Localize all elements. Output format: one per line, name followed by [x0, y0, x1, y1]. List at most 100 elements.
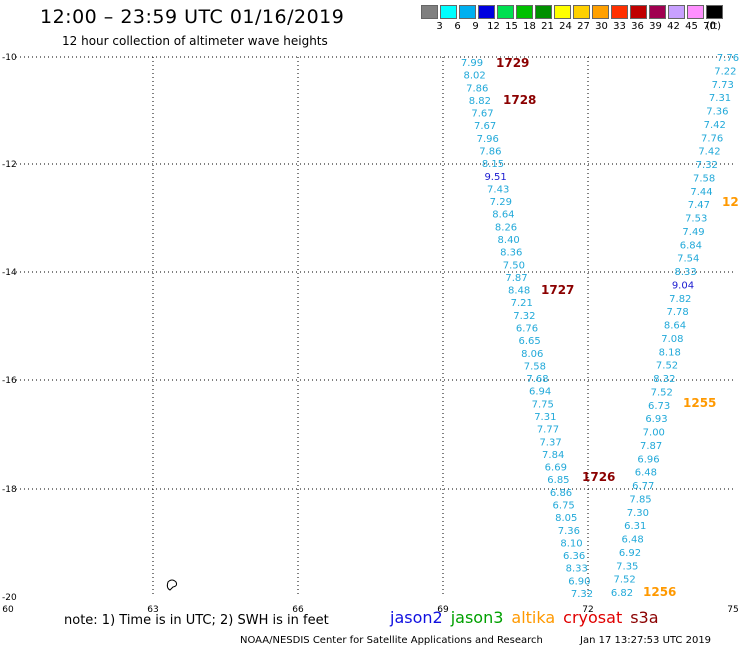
scale-label: 70 — [703, 21, 716, 32]
scale-swatch — [592, 5, 609, 19]
scale-swatch — [611, 5, 628, 19]
track-time-label: 1255 — [683, 396, 716, 410]
legend-item-s3a: s3a — [630, 608, 659, 627]
wave-height-value: 7.49 — [682, 227, 704, 238]
wave-height-value: 7.52 — [614, 575, 636, 586]
scale-swatch — [706, 5, 723, 19]
lat-label: -18 — [2, 485, 17, 495]
wave-height-value: 8.18 — [659, 347, 681, 358]
scale-label: 24 — [559, 21, 572, 32]
wave-height-value: 8.40 — [498, 235, 520, 246]
wave-height-value: 6.48 — [621, 535, 643, 546]
track-time-label: 1728 — [503, 93, 536, 107]
wave-height-value: 6.96 — [637, 454, 659, 465]
wave-height-value: 7.30 — [627, 508, 649, 519]
lon-label: 60 — [2, 605, 14, 615]
track-time-label: 12 — [722, 195, 739, 209]
scale-label: 45 — [685, 21, 698, 32]
legend-item-cryosat: cryosat — [563, 608, 623, 627]
scale-label: 12 — [487, 21, 500, 32]
wave-height-value: 6.94 — [529, 387, 551, 398]
wave-height-value: 7.75 — [532, 399, 554, 410]
wave-height-value: 6.75 — [553, 501, 575, 512]
island-marker — [166, 579, 178, 591]
scale-swatch — [687, 5, 704, 19]
lat-label: -14 — [2, 268, 17, 278]
wave-height-value: 7.58 — [693, 173, 715, 184]
scale-label: 39 — [649, 21, 662, 32]
wave-height-value: 9.04 — [672, 280, 694, 291]
scale-unit: (ft) — [706, 21, 722, 32]
wave-height-value: 7.52 — [651, 387, 673, 398]
wave-height-value: 7.37 — [539, 437, 561, 448]
wave-height-value: 7.96 — [477, 134, 499, 145]
wave-height-value: 7.35 — [616, 561, 638, 572]
wave-height-value: 7.42 — [698, 147, 720, 158]
track-time-label: 1727 — [541, 283, 574, 297]
satellite-legend: jason2 jason3 altika cryosat s3a — [390, 608, 667, 627]
scale-swatch — [459, 5, 476, 19]
wave-height-value: 7.52 — [656, 361, 678, 372]
wave-height-value: 7.43 — [487, 184, 509, 195]
scale-label: 36 — [631, 21, 644, 32]
wave-height-value: 7.78 — [667, 307, 689, 318]
scale-swatch — [516, 5, 533, 19]
wave-height-value: 7.21 — [511, 298, 533, 309]
footer-note: note: 1) Time is in UTC; 2) SWH is in fe… — [64, 613, 329, 628]
wave-height-value: 7.67 — [471, 109, 493, 120]
scale-swatch — [535, 5, 552, 19]
wave-height-value: 6.65 — [518, 336, 540, 347]
wave-height-value: 8.64 — [664, 321, 686, 332]
wave-height-value: 7.44 — [690, 187, 712, 198]
map-title: 12:00 – 23:59 UTC 01/16/2019 — [40, 6, 345, 28]
scale-swatch — [497, 5, 514, 19]
wave-height-value: 7.32 — [696, 160, 718, 171]
wave-height-values: 7.998.027.868.827.677.677.967.868.159.51… — [461, 53, 739, 600]
scale-swatch — [478, 5, 495, 19]
wave-height-value: 8.33 — [674, 267, 696, 278]
scale-label: 21 — [541, 21, 554, 32]
wave-height-value: 7.87 — [505, 273, 527, 284]
wave-height-value: 7.36 — [706, 107, 728, 118]
wave-height-value: 6.86 — [550, 488, 572, 499]
scale-label: 18 — [523, 21, 536, 32]
lon-label: 63 — [147, 605, 158, 615]
wave-height-value: 7.47 — [688, 200, 710, 211]
wave-height-value: 7.32 — [571, 589, 593, 600]
axis-tick-labels: 60 63 66 69 72 75 -10 -12 -14 -16 -18 -20 — [2, 53, 739, 615]
scale-swatch — [649, 5, 666, 19]
wave-height-value: 8.05 — [555, 513, 577, 524]
lat-label: -16 — [2, 376, 17, 386]
scale-label: 6 — [454, 21, 461, 32]
track-time-label: 1729 — [496, 56, 529, 70]
wave-height-value: 6.90 — [568, 576, 590, 587]
wave-height-value: 7.84 — [542, 450, 564, 461]
scale-swatch — [440, 5, 457, 19]
wave-height-value: 8.10 — [560, 538, 582, 549]
wave-height-value: 8.02 — [463, 71, 485, 82]
wave-height-value: 7.87 — [640, 441, 662, 452]
legend-item-jason3: jason3 — [450, 608, 504, 627]
wave-height-value: 8.33 — [566, 564, 588, 575]
wave-height-value: 7.08 — [661, 334, 683, 345]
wave-height-value: 7.82 — [669, 294, 691, 305]
wave-height-value: 8.15 — [482, 159, 504, 170]
scale-swatch — [573, 5, 590, 19]
map-subtitle: 12 hour collection of altimeter wave hei… — [62, 34, 328, 48]
wave-height-value: 8.32 — [653, 374, 675, 385]
wave-height-value: 7.68 — [526, 374, 548, 385]
wave-height-value: 7.86 — [466, 83, 488, 94]
lat-label: -10 — [2, 53, 17, 63]
lat-label: -20 — [2, 593, 17, 603]
scale-swatch — [630, 5, 647, 19]
wave-height-value: 7.76 — [717, 53, 739, 64]
track-time-labels: 1729 1728 1727 1726 1255 1256 12 — [496, 56, 739, 599]
track-time-label: 1256 — [643, 585, 676, 599]
footer-timestamp: Jan 17 13:27:53 UTC 2019 — [580, 635, 712, 646]
wave-height-value: 9.51 — [484, 172, 506, 183]
wave-height-value: 7.22 — [714, 66, 736, 77]
wave-height-value: 6.93 — [645, 414, 667, 425]
wave-height-value: 7.32 — [513, 311, 535, 322]
wave-height-value: 6.77 — [632, 481, 654, 492]
